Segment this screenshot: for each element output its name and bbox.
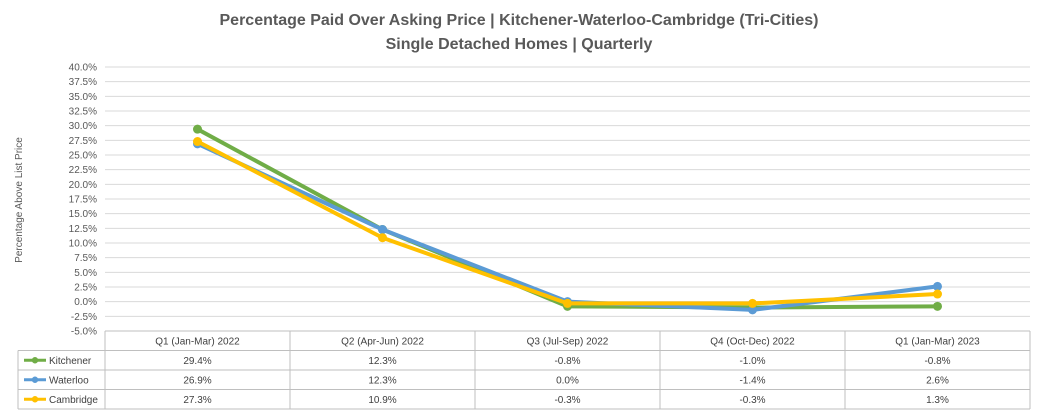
table-cell: -0.3% [739,395,765,406]
y-tick-label: 20.0% [69,180,97,191]
data-point [193,137,202,147]
y-tick-label: 35.0% [69,92,97,103]
y-tick-label: 37.5% [69,77,97,88]
table-cell: -0.3% [554,395,580,406]
data-point [748,305,757,315]
x-tick-label: Q1 (Jan-Mar) 2022 [155,337,240,348]
table-cell: 26.9% [183,375,211,386]
legend-key-marker [31,376,39,383]
y-tick-label: 12.5% [69,224,97,235]
legend-label: Kitchener [49,356,92,367]
y-tick-label: 0.0% [74,297,97,308]
data-point [933,301,942,311]
chart-subtitle: Single Detached Homes | Quarterly [386,36,653,53]
data-point [748,298,757,308]
data-point [378,225,387,235]
y-tick-label: 2.5% [74,283,97,294]
y-tick-label: -2.5% [71,312,97,323]
y-tick-label: 17.5% [69,195,97,206]
chart-title: Percentage Paid Over Asking Price | Kitc… [220,12,819,29]
x-tick-label: Q1 (Jan-Mar) 2023 [895,337,980,348]
table-cell: 12.3% [368,356,396,367]
data-point [563,298,572,308]
table-cell: 2.6% [926,375,949,386]
table-cell: -1.0% [739,356,765,367]
data-point [933,281,942,291]
y-tick-label: 7.5% [74,253,97,264]
legend-key-marker [31,396,39,403]
legend-key-marker [31,357,39,364]
y-tick-label: -5.0% [71,327,97,338]
y-tick-label: 25.0% [69,151,97,162]
y-tick-label: 15.0% [69,209,97,220]
data-point [933,289,942,299]
table-cell: -1.4% [739,375,765,386]
series-line [195,141,940,312]
y-tick-label: 5.0% [74,268,97,279]
table-cell: 10.9% [368,395,396,406]
series-line [195,127,940,310]
y-tick-label: 30.0% [69,121,97,132]
table-cell: 29.4% [183,356,211,367]
y-tick-label: 32.5% [69,107,97,118]
table-cell: -0.8% [924,356,950,367]
x-tick-label: Q4 (Oct-Dec) 2022 [710,337,795,348]
x-tick-label: Q2 (Apr-Jun) 2022 [341,337,424,348]
y-tick-label: 40.0% [69,63,97,74]
series-line [195,139,940,306]
legend-label: Waterloo [49,375,89,386]
y-tick-label: 22.5% [69,165,97,176]
table-cell: 27.3% [183,395,211,406]
table-cell: -0.8% [554,356,580,367]
data-point [378,233,387,243]
y-tick-label: 10.0% [69,239,97,250]
table-cell: 0.0% [556,375,579,386]
table-cell: 12.3% [368,375,396,386]
legend-label: Cambridge [49,395,98,406]
y-tick-label: 27.5% [69,136,97,147]
data-point [193,124,202,134]
table-cell: 1.3% [926,395,949,406]
x-tick-label: Q3 (Jul-Sep) 2022 [527,337,609,348]
y-axis-label: Percentage Above List Price [14,137,25,263]
